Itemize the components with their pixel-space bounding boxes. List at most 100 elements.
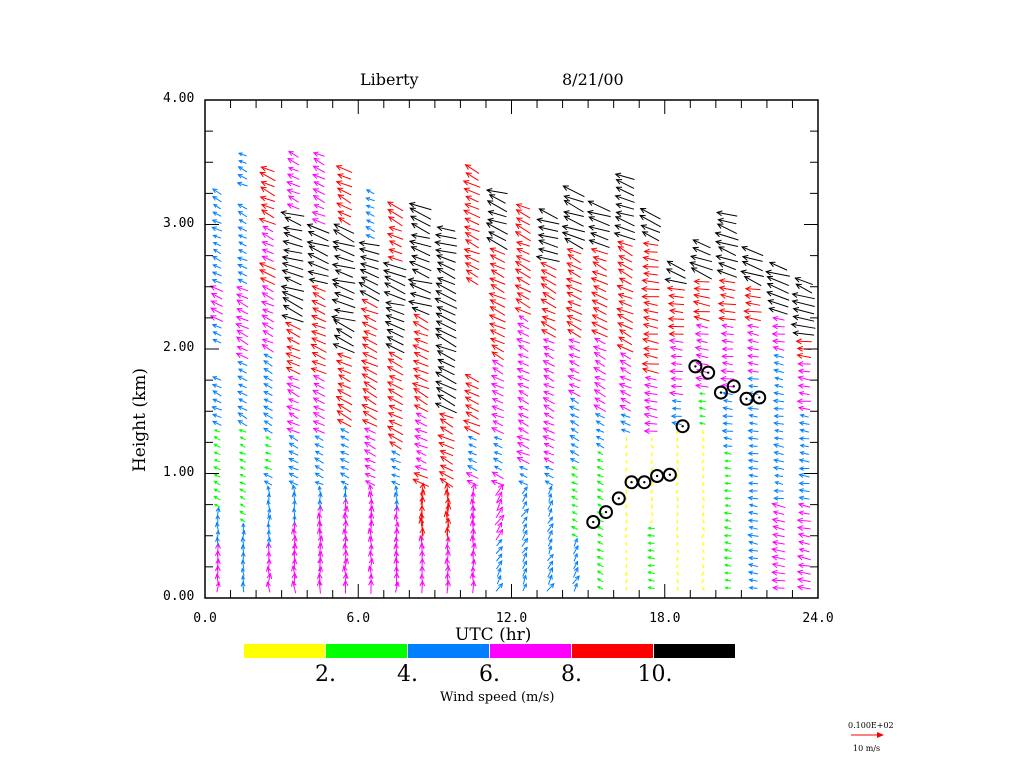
wind-vector xyxy=(413,471,429,479)
wind-vector xyxy=(291,491,297,503)
wind-vector xyxy=(616,284,634,293)
wind-vector xyxy=(239,510,246,516)
wind-vector xyxy=(260,186,276,197)
wind-vector xyxy=(650,481,653,487)
wind-vector xyxy=(288,457,299,464)
wind-vector xyxy=(676,526,679,532)
wind-vector xyxy=(744,293,761,299)
wind-vector xyxy=(238,398,247,404)
wind-vector xyxy=(517,397,530,405)
wind-vector xyxy=(676,519,679,524)
wind-vector xyxy=(701,481,705,487)
wind-vector xyxy=(723,533,732,538)
wind-vector xyxy=(385,314,405,323)
wind-vector xyxy=(625,437,628,442)
wind-vector xyxy=(213,466,221,471)
wind-vector xyxy=(771,569,786,576)
wind-vector xyxy=(311,337,327,345)
wind-vector xyxy=(568,353,581,359)
wind-vector xyxy=(440,455,453,465)
wind-vector xyxy=(797,368,811,374)
wind-vector xyxy=(361,419,378,427)
wind-vector xyxy=(773,368,784,374)
wind-vector xyxy=(439,477,454,488)
wind-vector xyxy=(614,216,635,227)
wind-vector xyxy=(288,450,299,456)
wind-vector xyxy=(596,473,604,478)
wind-vector xyxy=(282,296,304,310)
wind-vector xyxy=(570,427,579,434)
wind-vector xyxy=(213,495,221,501)
wind-vector xyxy=(593,351,606,360)
wind-vector xyxy=(701,489,705,494)
wind-vector xyxy=(771,540,785,546)
wind-vector xyxy=(317,491,323,503)
wind-vector xyxy=(394,485,399,495)
boundary-layer-marker xyxy=(599,505,614,520)
wind-vector xyxy=(594,413,605,419)
wind-vector xyxy=(390,480,401,486)
wind-vector xyxy=(563,215,584,227)
wind-vector xyxy=(238,241,247,247)
wind-vector xyxy=(651,511,654,517)
wind-vector xyxy=(701,459,705,464)
wind-vector xyxy=(593,367,607,375)
wind-vector xyxy=(307,230,329,242)
wind-vector xyxy=(592,345,607,352)
wind-vector xyxy=(413,337,428,345)
wind-vector xyxy=(747,532,759,538)
wind-vector xyxy=(365,189,375,195)
wind-vector xyxy=(283,231,303,241)
wind-vector xyxy=(280,210,305,217)
wind-vector xyxy=(336,173,352,180)
wind-vector xyxy=(363,381,377,391)
wind-vector xyxy=(624,466,628,472)
wind-vector xyxy=(625,497,628,502)
wind-vector xyxy=(670,413,682,419)
wind-vector xyxy=(702,474,705,479)
wind-vector xyxy=(566,321,582,331)
wind-vector xyxy=(387,412,403,420)
wind-vector xyxy=(286,427,300,434)
wind-vector xyxy=(547,522,554,532)
wind-vector xyxy=(795,338,812,345)
boundary-layer-markers xyxy=(586,359,767,530)
wind-vector xyxy=(438,412,454,419)
wind-vector xyxy=(363,441,376,450)
wind-vector xyxy=(411,306,430,316)
wind-vector xyxy=(543,368,555,374)
boundary-layer-marker-dot xyxy=(604,510,608,514)
wind-vector xyxy=(262,329,274,338)
wind-vector xyxy=(771,338,785,345)
wind-vector xyxy=(772,465,785,471)
wind-vector xyxy=(359,262,379,270)
wind-vector xyxy=(546,582,555,592)
wind-vector xyxy=(261,292,275,301)
boundary-layer-marker-dot xyxy=(719,391,723,394)
wind-vector xyxy=(521,546,528,554)
wind-vector xyxy=(491,471,504,480)
wind-vector xyxy=(798,466,810,471)
wind-vector xyxy=(259,269,276,279)
wind-vector xyxy=(342,528,348,541)
wind-vector xyxy=(493,436,503,441)
wind-vector xyxy=(790,322,816,329)
wind-vector xyxy=(650,459,654,465)
wind-vector xyxy=(650,437,653,442)
wind-vector xyxy=(469,572,476,587)
wind-vector xyxy=(444,482,451,497)
colorbar-label: 8. xyxy=(561,662,582,687)
wind-vector xyxy=(237,263,248,269)
wind-vector xyxy=(316,512,323,527)
wind-vector xyxy=(333,254,354,263)
wind-vector xyxy=(791,292,815,300)
wind-vector xyxy=(748,585,758,590)
wind-vector xyxy=(413,313,429,324)
wind-vector xyxy=(571,488,578,493)
wind-vector xyxy=(590,277,609,285)
wind-vector xyxy=(363,330,377,337)
wind-vector xyxy=(518,390,529,397)
wind-vector xyxy=(338,374,351,383)
wind-vector xyxy=(721,346,734,352)
wind-vector xyxy=(748,413,758,418)
